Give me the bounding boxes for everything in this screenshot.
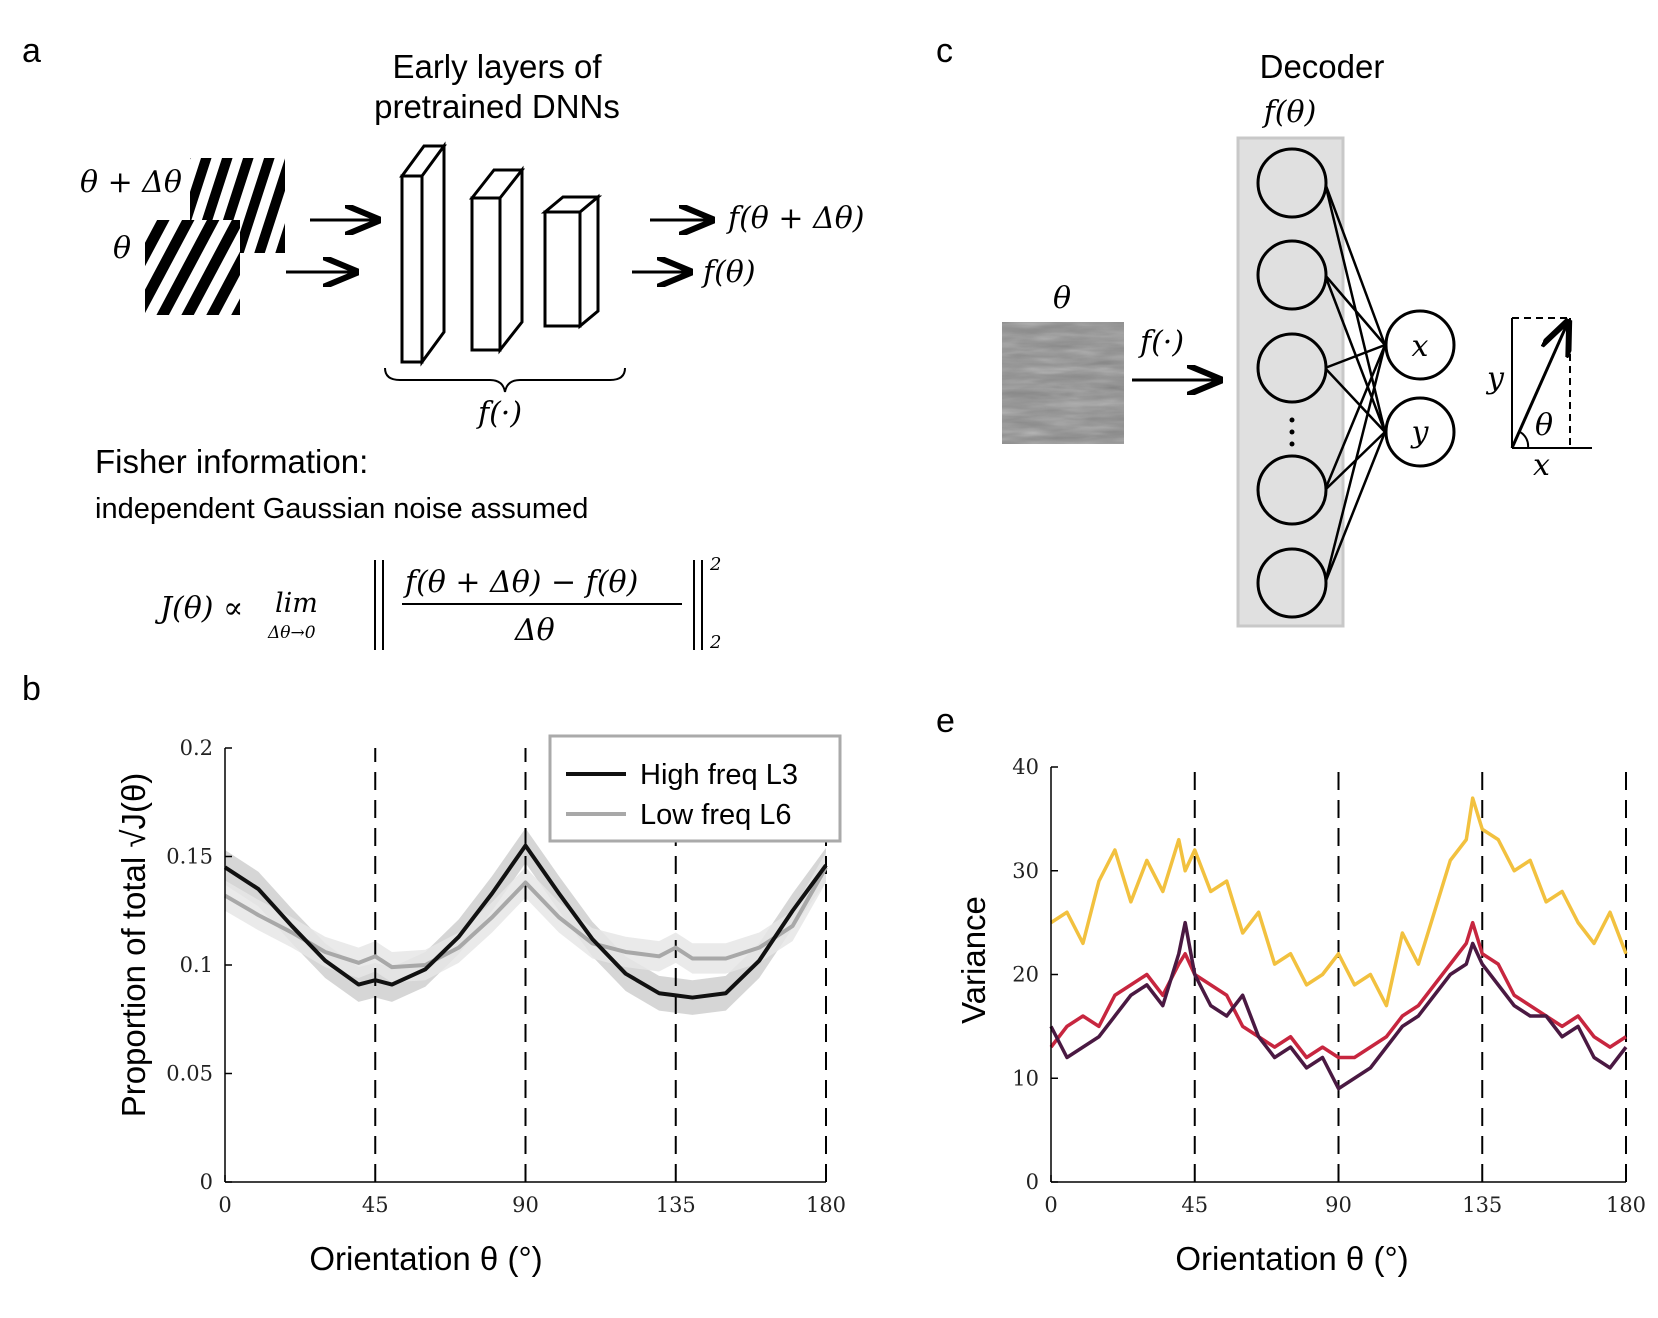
formula-denominator: Δθ — [514, 613, 555, 648]
panel-a: Early layers of pretrained DNNs θ + Δθ θ… — [80, 48, 865, 653]
chart-e-xlabel: Orientation θ (°) — [1175, 1240, 1408, 1277]
y-tick-label: 0.1 — [180, 953, 213, 977]
diagram-y-label: y — [1485, 361, 1505, 396]
legend-label-high-freq: High freq L3 — [640, 759, 798, 791]
x-tick-label: 180 — [806, 1193, 846, 1217]
formula-sup: 2 — [709, 554, 721, 575]
x-tick-label: 45 — [1181, 1193, 1208, 1217]
chart-e: 0 45 90 135 180 0 10 20 30 40 Orientation θ (°) V… — [955, 755, 1646, 1277]
panel-a-title-line2: pretrained DNNs — [374, 88, 620, 125]
y-tick-label: 10 — [1012, 1066, 1039, 1090]
formula-lim: lim — [275, 588, 318, 619]
output-shifted-label: f(θ + Δθ) — [726, 201, 865, 236]
texture-label: θ — [1053, 281, 1071, 316]
chart-b: 0 45 90 135 180 0 0.05 0.1 0.15 0.2 High freq L3 … — [115, 734, 846, 1277]
chart-b-axes — [224, 747, 827, 1183]
chart-b-series — [223, 843, 828, 1000]
legend-box — [548, 734, 842, 843]
series-line-high_freq — [223, 843, 828, 1000]
formula-numerator: f(θ + Δθ) − f(θ) — [403, 565, 638, 600]
chart-b-dashed-lines — [374, 748, 827, 1182]
decoder-arrow-label: f(·) — [1138, 325, 1184, 360]
decoder-title: Decoder — [1260, 48, 1385, 85]
x-tick-label: 45 — [362, 1193, 389, 1217]
panel-letter-a: a — [22, 32, 41, 70]
output-x-label: x — [1412, 329, 1429, 364]
x-tick-label: 90 — [1325, 1193, 1352, 1217]
fisher-title: Fisher information: — [95, 443, 368, 480]
x-tick-label: 180 — [1606, 1193, 1646, 1217]
decoder-connections — [1323, 182, 1387, 584]
diagram-x-label: x — [1533, 448, 1550, 483]
hidden-layer-label: f(θ) — [1262, 95, 1317, 130]
x-tick-label: 90 — [512, 1193, 539, 1217]
brace-label: f(·) — [476, 396, 522, 431]
input-shifted-label: θ + Δθ — [80, 165, 182, 200]
formula-lim-sub: Δθ→0 — [267, 623, 316, 643]
panel-letter-c: c — [936, 32, 953, 70]
y-tick-label: 40 — [1012, 755, 1039, 779]
hidden-unit — [1256, 547, 1328, 619]
hidden-unit — [1256, 239, 1328, 311]
y-tick-label: 20 — [1012, 963, 1039, 987]
dnn-layer-2 — [468, 165, 526, 355]
legend-label-low-freq: Low freq L6 — [640, 799, 792, 831]
panel-c: Decoder f(θ) θ f(·) x y — [1002, 48, 1592, 628]
chart-b-ylabel: Proportion of total √J(θ) — [115, 773, 152, 1118]
grating-image — [145, 220, 240, 315]
chart-e-series — [1049, 796, 1628, 1091]
chart-b-xlabel: Orientation θ (°) — [309, 1240, 542, 1277]
hidden-units — [1256, 147, 1328, 619]
diagram-theta-label: θ — [1535, 408, 1553, 443]
chart-e-axes — [1050, 766, 1627, 1183]
series-line-yellow — [1050, 796, 1628, 1008]
dnn-layer-1 — [399, 141, 447, 367]
dnn-layer-3 — [540, 193, 603, 330]
output-unit-x — [1384, 309, 1456, 381]
panel-letter-b: b — [22, 670, 41, 708]
x-tick-label: 135 — [656, 1193, 696, 1217]
hidden-unit — [1256, 332, 1328, 404]
x-tick-label: 0 — [218, 1193, 231, 1217]
angle-diagram: y θ x — [1485, 318, 1592, 483]
chart-e-tick-labels: 0 45 90 135 180 0 10 20 30 40 — [1012, 755, 1646, 1217]
x-tick-label: 135 — [1462, 1193, 1502, 1217]
series-line-low_freq — [223, 866, 828, 970]
panel-a-title-line1: Early layers of — [392, 48, 602, 85]
y-tick-label: 0.15 — [166, 845, 213, 869]
chart-b-tick-labels: 0 45 90 135 180 0 0.05 0.1 0.15 0.2 — [166, 736, 846, 1217]
y-tick-label: 0 — [200, 1170, 213, 1194]
fisher-subtitle: independent Gaussian noise assumed — [95, 493, 588, 525]
y-tick-label: 0 — [1026, 1170, 1039, 1194]
series-line-red — [1049, 920, 1627, 1060]
output-unit-y — [1384, 396, 1456, 468]
ellipsis-dots — [1289, 417, 1295, 447]
y-tick-label: 30 — [1012, 859, 1039, 883]
panel-letter-e: e — [936, 702, 955, 740]
fisher-formula: J(θ) ∝ lim Δθ→0 f(θ + Δθ) − f(θ) Δθ 2 2 — [154, 554, 721, 653]
hidden-unit — [1256, 147, 1328, 219]
dnn-layers — [399, 141, 603, 367]
chart-e-ylabel: Variance — [955, 896, 992, 1024]
hidden-unit — [1256, 454, 1328, 526]
output-y-label: y — [1410, 415, 1430, 450]
formula-sub: 2 — [709, 632, 721, 653]
y-tick-label: 0.2 — [180, 736, 213, 760]
y-tick-label: 0.05 — [166, 1062, 213, 1086]
input-label: θ — [113, 231, 131, 266]
chart-e-dashed-lines — [1193, 767, 1627, 1182]
layers-brace — [384, 367, 626, 393]
x-tick-label: 0 — [1044, 1193, 1057, 1217]
formula-lhs: J(θ) ∝ — [154, 591, 243, 626]
chart-b-legend: High freq L3 Low freq L6 — [548, 734, 842, 843]
series-line-purple — [1049, 920, 1628, 1091]
output-label: f(θ) — [701, 255, 756, 290]
